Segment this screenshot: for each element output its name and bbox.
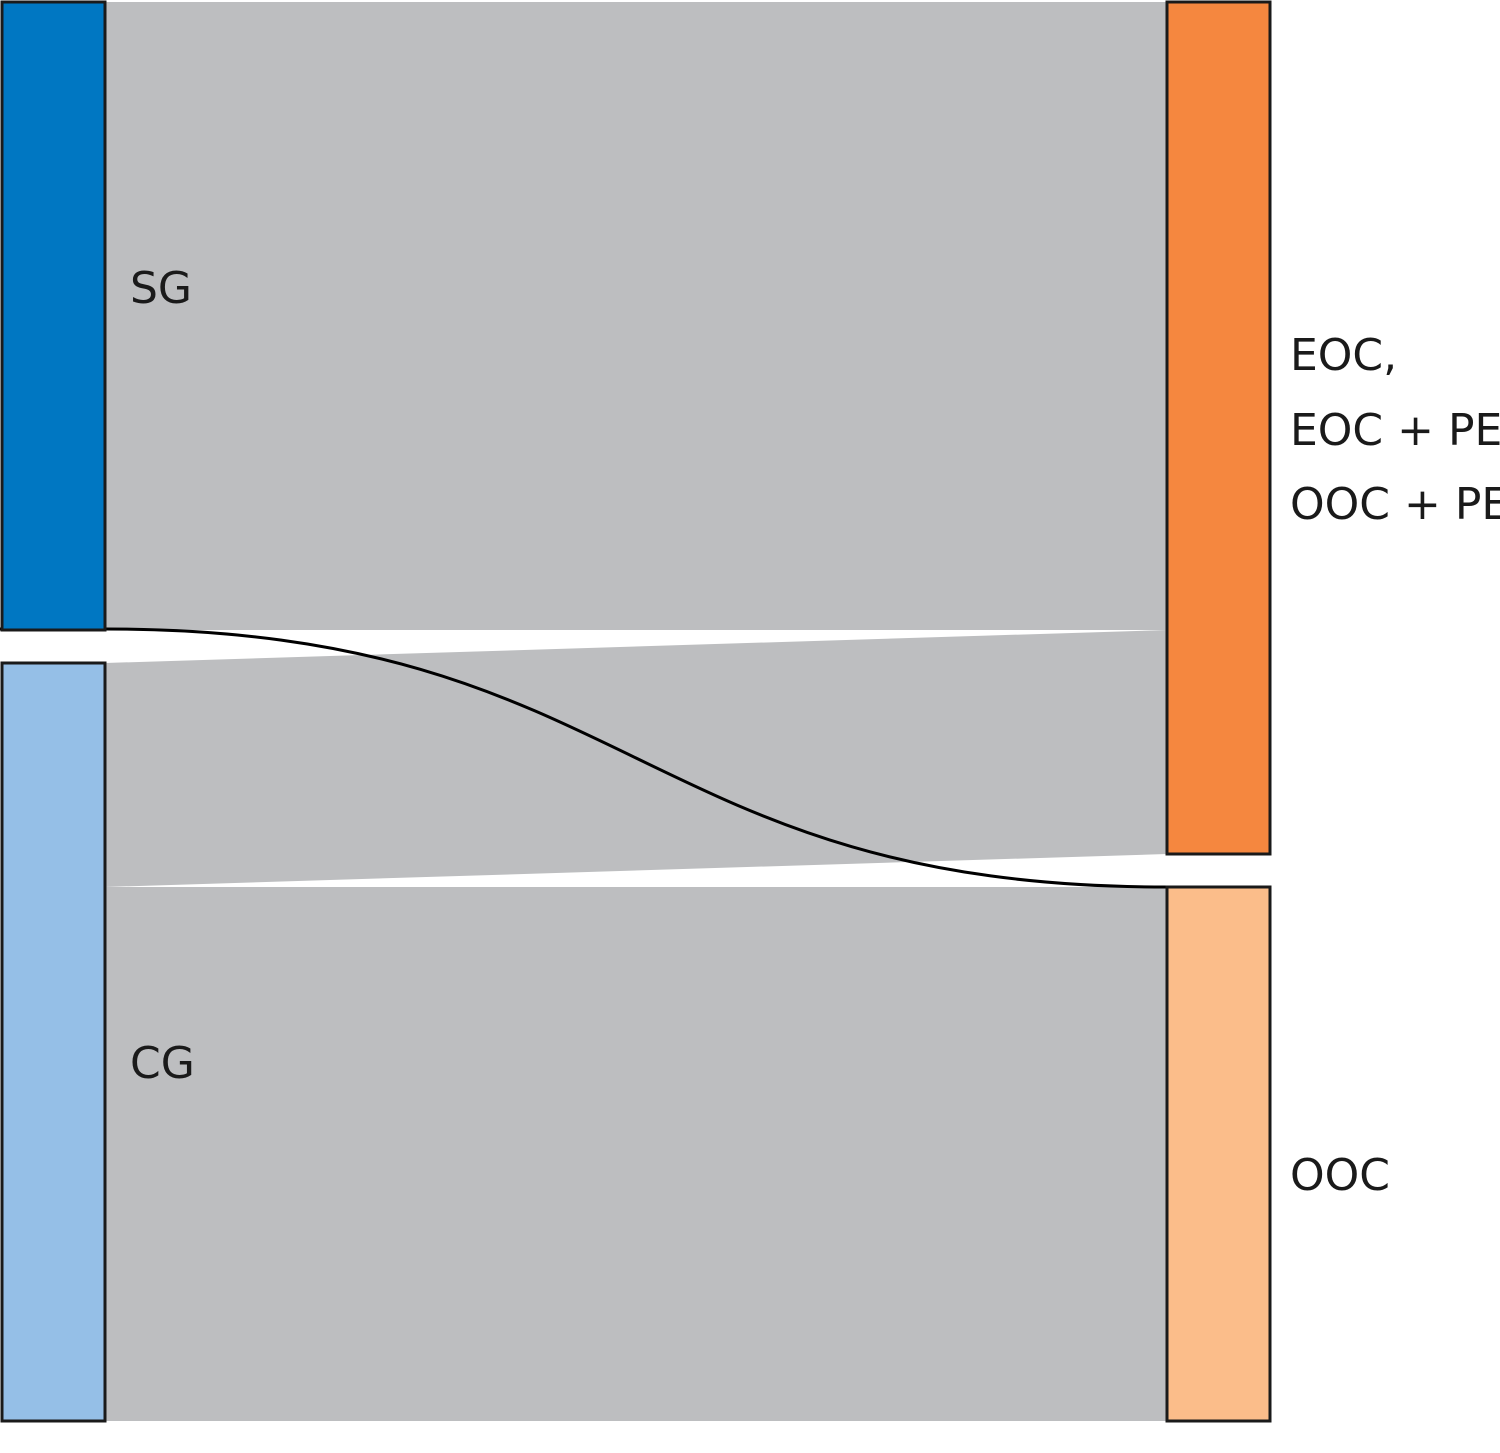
label-eoc-line-2: EOC + PE, bbox=[1290, 405, 1500, 456]
label-eoc-line-3: OOC + PE bbox=[1290, 479, 1500, 530]
node-labels: SG CG EOC, EOC + PE, OOC + PE OOC bbox=[130, 263, 1500, 1201]
node-eoc-group bbox=[1165, 0, 1272, 856]
flow-sg-to-eoc bbox=[105, 2, 1167, 630]
flow-cg-to-ooc bbox=[105, 887, 1167, 1421]
flow-links bbox=[0, 2, 1169, 1421]
node-sg bbox=[0, 0, 107, 632]
node-cg bbox=[0, 661, 107, 1423]
flow-nodes bbox=[0, 0, 1272, 1423]
label-sg: SG bbox=[130, 263, 192, 314]
label-ooc: OOC bbox=[1290, 1150, 1390, 1201]
label-cg: CG bbox=[130, 1038, 195, 1089]
label-eoc-line-1: EOC, bbox=[1290, 330, 1397, 381]
flow-sg-to-ooc bbox=[0, 627, 1169, 889]
node-ooc bbox=[1165, 885, 1272, 1423]
